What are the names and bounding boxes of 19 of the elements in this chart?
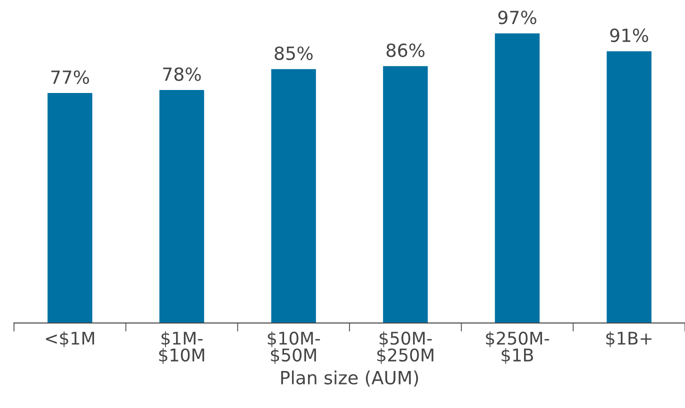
x-tick-label: <$1M	[46, 331, 94, 348]
data-label: 97%	[498, 10, 536, 24]
bar	[271, 69, 316, 323]
bar	[383, 66, 428, 323]
x-axis-title: Plan size (AUM)	[281, 370, 418, 387]
data-label: 85%	[274, 46, 313, 60]
x-tick-label: $10M- $50M	[268, 331, 320, 364]
data-label: 78%	[163, 67, 201, 82]
bar	[48, 93, 92, 323]
bar	[606, 51, 652, 323]
x-tick-label: $1M- $10M	[159, 331, 204, 364]
bar	[159, 90, 204, 323]
bar	[494, 33, 540, 323]
data-label: 91%	[610, 28, 648, 42]
data-label: 86%	[386, 43, 424, 58]
x-tick-label: $250M- $1B	[486, 331, 550, 364]
x-tick-label: $50M- $250M	[377, 331, 434, 364]
data-label: 77%	[51, 70, 89, 84]
x-tick-label: $1B+	[606, 331, 652, 348]
